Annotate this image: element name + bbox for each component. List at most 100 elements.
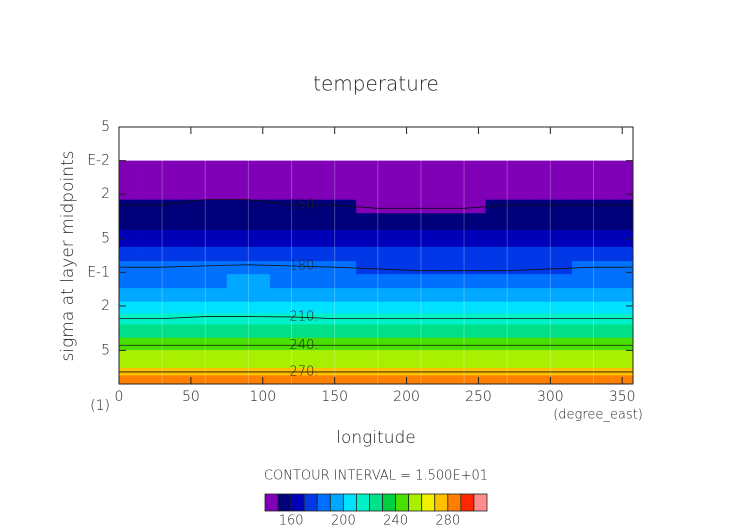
cell [442, 187, 487, 201]
colorbar-tick-label: 240 [383, 514, 408, 529]
cell [140, 301, 185, 314]
y-tick-label: 5 [101, 119, 110, 135]
cell [226, 313, 271, 325]
cell [119, 359, 141, 369]
cell [356, 381, 400, 385]
plot-frame [118, 126, 634, 385]
y-axis-label: sigma at layer midpoints [58, 151, 78, 362]
cell [613, 170, 634, 188]
cell [226, 199, 271, 214]
cell [140, 261, 185, 275]
cell [119, 350, 141, 360]
colorbar-box [329, 493, 344, 512]
cell [399, 246, 443, 262]
cell [226, 381, 271, 385]
cell [226, 213, 271, 231]
y-tick-label: 5 [101, 342, 110, 358]
x-unit: (degree_east) [553, 408, 643, 423]
colorbar-box [290, 493, 305, 512]
cell [442, 213, 487, 231]
cell [183, 187, 228, 201]
cell [485, 261, 530, 275]
cell [183, 213, 228, 231]
cell [226, 375, 271, 382]
cell [442, 274, 487, 289]
cell [485, 350, 530, 360]
cell [119, 313, 141, 325]
colorbar-tick-label: 200 [331, 514, 356, 529]
cell [613, 359, 634, 369]
cell [140, 350, 185, 360]
cell [571, 170, 614, 188]
cell [528, 324, 573, 339]
cell [226, 350, 271, 360]
cell [613, 381, 634, 385]
cell [313, 199, 357, 214]
cell [269, 337, 314, 351]
contour-label: 270. [290, 364, 319, 379]
cell [313, 301, 357, 314]
cell [613, 288, 634, 303]
cell [528, 199, 573, 214]
cell [269, 313, 314, 325]
cell [571, 288, 614, 303]
cell [571, 381, 614, 385]
cell [485, 170, 530, 188]
cell [313, 288, 357, 303]
cell [226, 261, 271, 275]
cell [313, 313, 357, 325]
cell [571, 313, 614, 325]
cell [313, 261, 357, 275]
colorbar-box [447, 493, 462, 512]
cell [226, 359, 271, 369]
cell [485, 213, 530, 231]
cell [226, 288, 271, 303]
cell [485, 375, 530, 382]
colorbar-box [369, 493, 383, 512]
cell [399, 381, 443, 385]
cell [528, 274, 573, 289]
cell [528, 337, 573, 351]
x-tick-label: 0 [115, 389, 124, 405]
colorbar-box [434, 493, 449, 512]
cell [140, 313, 185, 325]
cell [183, 230, 228, 248]
cell [399, 170, 443, 188]
cell [140, 213, 185, 231]
colorbar-box [408, 493, 423, 512]
cell [183, 359, 228, 369]
cell [183, 246, 228, 262]
cell [485, 359, 530, 369]
cell [485, 160, 530, 171]
cell [442, 337, 487, 351]
cell [356, 213, 400, 231]
contour-label: 150. [290, 198, 319, 213]
cell [399, 230, 443, 248]
cell [571, 301, 614, 314]
cell [356, 313, 400, 325]
cell [140, 160, 185, 171]
cell [269, 187, 314, 201]
colorbar-box [316, 493, 331, 512]
colorbar-box [382, 493, 396, 512]
cell [485, 313, 530, 325]
cell [528, 246, 573, 262]
cell [356, 160, 400, 171]
cell [269, 359, 314, 369]
cell [183, 288, 228, 303]
x-tick-label: 100 [249, 389, 276, 405]
cell [613, 199, 634, 214]
colorbar-box [277, 493, 292, 512]
cell [613, 301, 634, 314]
contour-label: 240. [290, 338, 319, 353]
cell [485, 324, 530, 339]
cell [571, 230, 614, 248]
cell [528, 230, 573, 248]
cell [571, 246, 614, 262]
cell [140, 337, 185, 351]
cell [269, 230, 314, 248]
cell [442, 301, 487, 314]
cell [485, 337, 530, 351]
cell [183, 381, 228, 385]
